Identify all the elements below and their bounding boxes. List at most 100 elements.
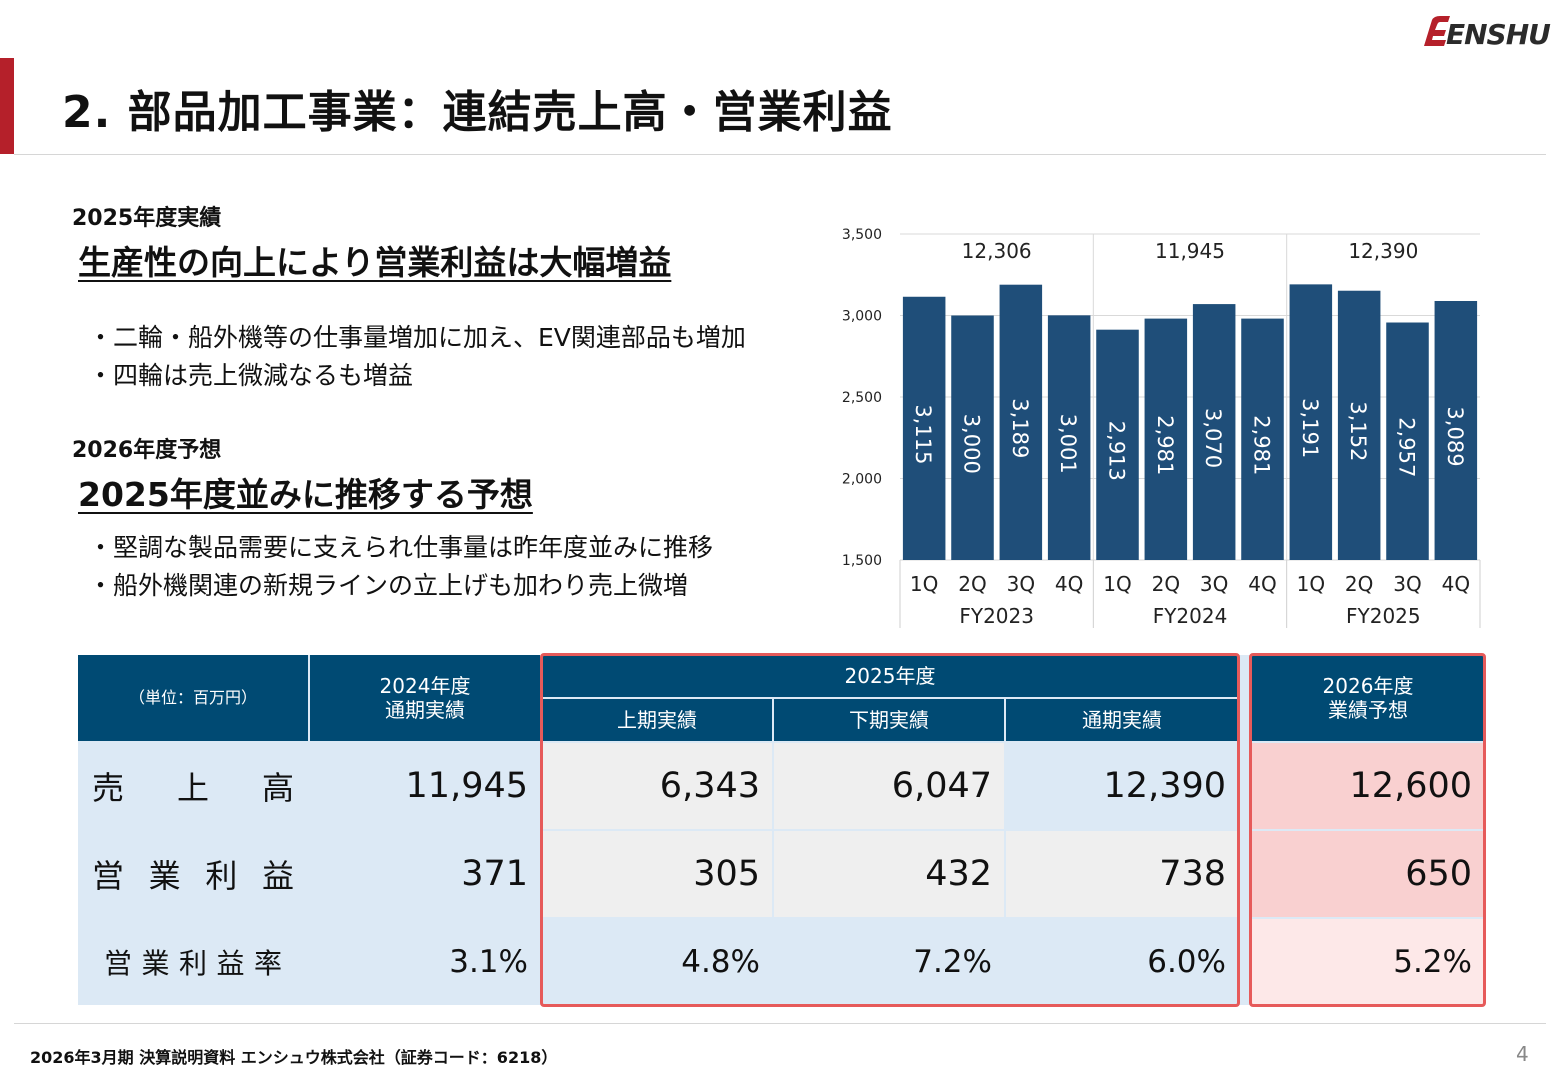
row-label-char: 上 xyxy=(176,769,209,807)
x-quarter-label: 3Q xyxy=(1007,572,1035,596)
bar xyxy=(1047,315,1091,560)
header-fy2025: 2025年度 xyxy=(542,655,1238,697)
x-quarter-label: 2Q xyxy=(958,572,986,596)
group-year-label: FY2024 xyxy=(1153,604,1228,628)
header-2024: 2024年度 通期実績 xyxy=(310,655,540,741)
y-tick-label: 3,000 xyxy=(842,309,882,325)
bar-value-label: 3,000 xyxy=(960,414,984,474)
bar-value-label: 3,070 xyxy=(1201,408,1225,468)
cell-sales-2026: 12,600 xyxy=(1252,743,1484,829)
cell-profit-full: 738 xyxy=(1006,831,1238,917)
bar xyxy=(1192,304,1236,560)
row-label-char: 高 xyxy=(261,769,294,807)
x-quarter-label: 4Q xyxy=(1248,572,1276,596)
fy2026-highlight-frame xyxy=(1249,653,1486,1007)
x-quarter-label: 3Q xyxy=(1200,572,1228,596)
bar-value-label: 2,981 xyxy=(1153,415,1177,475)
results-bullet-2: ・四輪は売上微減なるも増益 xyxy=(88,361,414,390)
bar xyxy=(1434,300,1478,560)
cell-sales-h2: 6,047 xyxy=(774,743,1004,829)
x-quarter-label: 2Q xyxy=(1345,572,1373,596)
bar xyxy=(1144,318,1188,560)
row-label-char: 営 xyxy=(92,857,125,895)
title-accent-bar xyxy=(0,58,14,154)
bar xyxy=(1096,329,1139,560)
x-quarter-label: 4Q xyxy=(1055,572,1083,596)
cell-margin-2024: 3.1% xyxy=(310,919,540,1005)
forecast-bullet-1: ・堅調な製品需要に支えられ仕事量は昨年度並みに推移 xyxy=(88,533,714,562)
cell-margin-full: 6.0% xyxy=(1006,919,1238,1005)
bar-value-label: 3,115 xyxy=(911,404,935,464)
group-total-label: 12,306 xyxy=(962,239,1032,263)
row-label-char: 益 xyxy=(216,947,245,980)
bar xyxy=(1386,322,1429,560)
cell-margin-2026: 5.2% xyxy=(1252,919,1484,1005)
header-2024-line2: 通期実績 xyxy=(385,698,465,722)
row-label-operating-profit: 営 業 利 益 xyxy=(78,831,308,917)
forecast-label: 2026年度予想 xyxy=(72,438,222,463)
bar-value-label: 3,189 xyxy=(1008,398,1032,458)
fy2025-highlight-frame xyxy=(540,653,1240,1007)
header-2026-forecast: 2026年度 業績予想 xyxy=(1252,655,1484,741)
group-total-label: 11,945 xyxy=(1155,239,1225,263)
bar xyxy=(1289,284,1333,560)
row-label-char: 利 xyxy=(178,947,207,980)
footer-text: 2026年3月期 決算説明資料 エンシュウ株式会社（証券コード：6218） xyxy=(30,1048,558,1067)
row-label-char: 業 xyxy=(141,947,170,980)
bar xyxy=(951,315,994,560)
x-quarter-label: 1Q xyxy=(910,572,938,596)
x-quarter-label: 4Q xyxy=(1442,572,1470,596)
bar-value-label: 2,913 xyxy=(1105,421,1129,481)
header-h2-actual: 下期実績 xyxy=(774,699,1004,741)
bar-value-label: 3,191 xyxy=(1298,398,1322,458)
cell-sales-h1: 6,343 xyxy=(542,743,772,829)
row-label-char: 業 xyxy=(148,857,181,895)
y-tick-label: 2,500 xyxy=(842,390,882,406)
group-year-label: FY2023 xyxy=(959,604,1034,628)
x-quarter-label: 3Q xyxy=(1393,572,1421,596)
page-title: 2. 部品加工事業：連結売上高・営業利益 xyxy=(62,87,893,138)
forecast-bullet-2: ・船外機関連の新規ラインの立上げも加わり売上微増 xyxy=(88,571,689,600)
bar xyxy=(1337,290,1381,560)
row-label-char: 益 xyxy=(261,857,294,895)
bar-value-label: 2,957 xyxy=(1395,417,1419,477)
bar-value-label: 3,152 xyxy=(1346,401,1370,461)
cell-margin-h1: 4.8% xyxy=(542,919,772,1005)
header-full-actual: 通期実績 xyxy=(1006,699,1238,741)
header-h1-actual: 上期実績 xyxy=(542,699,772,741)
cell-margin-h2: 7.2% xyxy=(774,919,1004,1005)
row-label-operating-margin: 営 業 利 益 率 xyxy=(78,919,308,1005)
header-2026-line1: 2026年度 xyxy=(1322,674,1414,698)
y-tick-label: 3,500 xyxy=(842,227,882,243)
cell-profit-2024: 371 xyxy=(310,831,540,917)
quarterly-sales-bar-chart: 1,500 2,000 2,500 3,000 3,500 3,115 1Q 3,000 2Q 3… xyxy=(842,227,1481,628)
footer-divider xyxy=(14,1023,1546,1024)
y-tick-label: 1,500 xyxy=(842,553,882,569)
header-2024-line1: 2024年度 xyxy=(379,674,471,698)
company-logo-text: ENSHU xyxy=(1446,18,1551,51)
y-tick-label: 2,000 xyxy=(842,472,882,488)
row-label-sales: 売 上 高 xyxy=(78,743,308,829)
bar-value-label: 2,981 xyxy=(1250,415,1274,475)
results-label: 2025年度実績 xyxy=(72,206,222,231)
row-label-char: 率 xyxy=(253,947,282,980)
title-divider xyxy=(14,154,1546,155)
bar xyxy=(1241,318,1284,560)
unit-header: （単位：百万円） xyxy=(78,655,308,741)
bar xyxy=(902,296,946,560)
x-quarter-label: 2Q xyxy=(1152,572,1180,596)
bar-value-label: 3,089 xyxy=(1443,406,1467,466)
group-year-label: FY2025 xyxy=(1346,604,1421,628)
page-number: 4 xyxy=(1516,1042,1529,1066)
row-label-char: 売 xyxy=(92,769,125,807)
cell-profit-h1: 305 xyxy=(542,831,772,917)
row-label-char: 営 xyxy=(104,947,133,980)
cell-sales-full: 12,390 xyxy=(1006,743,1238,829)
row-label-char: 利 xyxy=(205,857,238,895)
header-2026-line2: 業績予想 xyxy=(1328,698,1408,722)
cell-profit-h2: 432 xyxy=(774,831,1004,917)
group-total-label: 12,390 xyxy=(1348,239,1418,263)
enshu-logo-icon xyxy=(1424,16,1450,46)
x-quarter-label: 1Q xyxy=(1297,572,1325,596)
forecast-headline: 2025年度並みに推移する予想 xyxy=(78,475,533,514)
